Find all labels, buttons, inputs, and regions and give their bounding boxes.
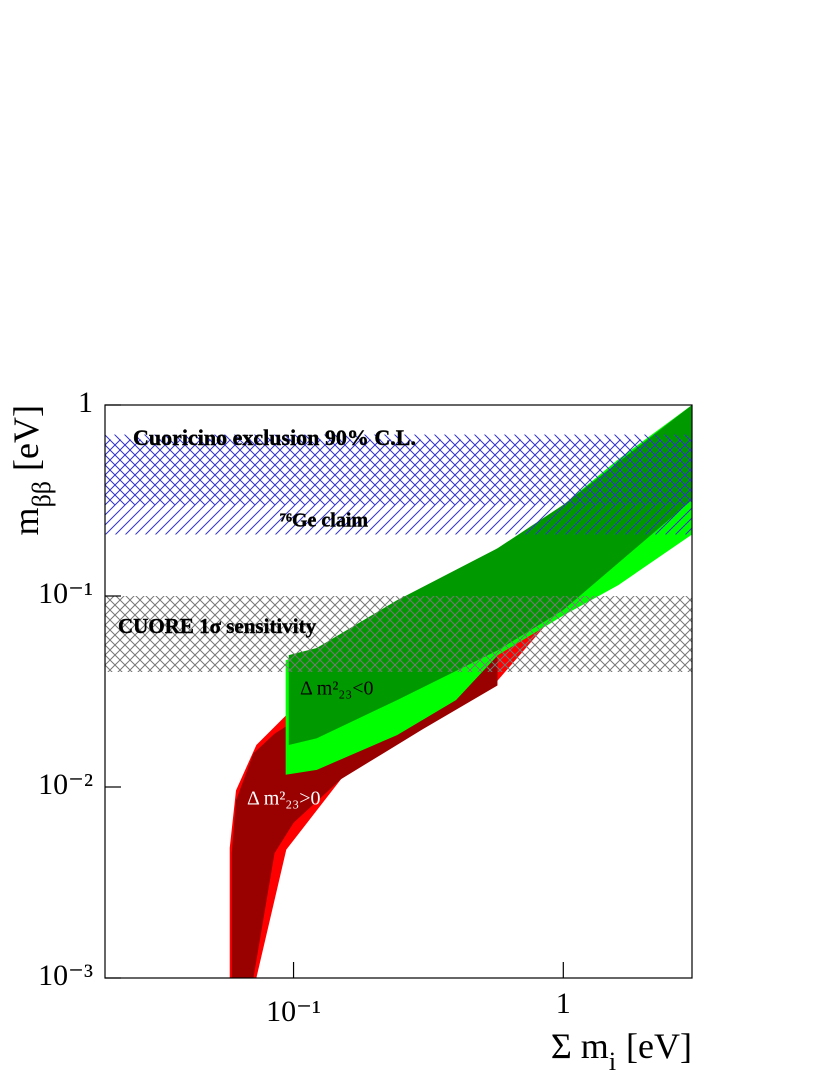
x-tick-label: 10⁻¹	[266, 995, 321, 1028]
axes: 10⁻¹ 1 10⁻³ 10⁻² 10⁻¹ 1 Σ mi [eV] mββ [eV]	[6, 386, 692, 1075]
x-axis-title-part: i	[609, 1047, 616, 1075]
x-axis-title: Σ mi [eV]	[551, 1026, 692, 1075]
x-tick-label: 1	[556, 987, 571, 1020]
y-axis-title-part: m	[6, 507, 46, 535]
y-tick-label: 10⁻¹	[38, 577, 93, 610]
band-label: ⁷⁶Ge claim	[280, 510, 368, 532]
x-axis-title-part: Σ m	[551, 1026, 609, 1066]
band-label: Δ m²₂₃>0	[247, 788, 321, 810]
band-label: CUORE 1σ sensitivity	[118, 614, 317, 638]
y-axis-title-part: [eV]	[6, 405, 46, 471]
y-tick-label: 10⁻²	[38, 768, 93, 801]
band-label: Δ m²₂₃<0	[300, 678, 374, 700]
y-axis-title-part: ββ	[27, 481, 56, 507]
x-axis-title-part: [eV]	[626, 1026, 692, 1066]
y-axis-title: mββ [eV]	[6, 405, 56, 535]
annotations: ⁷⁶Ge claim Cuoricino exclusion 90% C.L. CU…	[118, 425, 416, 810]
y-tick-label: 1	[78, 386, 93, 419]
band-label: Cuoricino exclusion 90% C.L.	[133, 425, 416, 450]
frame	[104, 404, 693, 979]
hatched-band	[105, 596, 692, 673]
y-tick-label: 10⁻³	[38, 959, 93, 992]
hatched-band	[105, 434, 692, 505]
plot-area	[105, 405, 692, 978]
